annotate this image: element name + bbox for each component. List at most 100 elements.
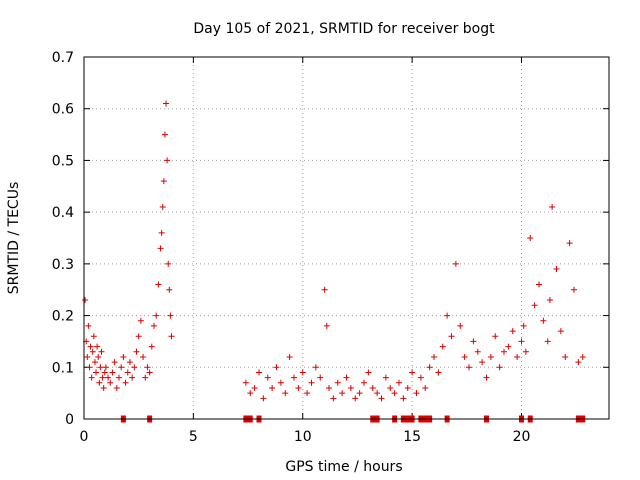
data-point <box>518 338 525 345</box>
data-point <box>536 281 542 288</box>
data-point <box>304 390 311 397</box>
data-point <box>544 338 551 345</box>
data-point <box>291 374 297 381</box>
data-point <box>520 322 527 329</box>
data-point <box>546 297 553 304</box>
data-point <box>94 343 101 350</box>
data-point <box>122 379 129 386</box>
data-point <box>448 333 455 340</box>
data-point <box>282 390 289 397</box>
data-point <box>522 348 529 355</box>
data-point <box>129 374 136 381</box>
data-point <box>105 374 112 381</box>
y-tick-label: 0 <box>65 412 74 428</box>
data-point <box>579 353 586 360</box>
data-point <box>91 359 98 366</box>
data-point <box>126 359 133 366</box>
data-point <box>120 353 127 360</box>
data-point <box>426 364 433 371</box>
data-point <box>87 343 94 350</box>
data-point <box>98 348 105 355</box>
data-point <box>88 374 95 381</box>
chart-title: Day 105 of 2021, SRMTID for receiver bog… <box>193 21 495 37</box>
data-point <box>413 390 420 397</box>
data-point <box>86 364 93 371</box>
x-tick-label: 20 <box>513 429 531 445</box>
data-point <box>466 364 472 371</box>
data-point <box>116 374 122 381</box>
data-point <box>118 364 125 371</box>
data-point <box>382 374 389 381</box>
data-point <box>334 379 341 386</box>
data-point <box>295 384 302 391</box>
data-point <box>323 322 330 329</box>
data-point <box>96 379 103 386</box>
data-point <box>269 384 276 391</box>
data-point <box>160 178 167 185</box>
data-point <box>326 384 332 391</box>
data-point <box>157 245 164 252</box>
data-point <box>93 369 100 376</box>
data-point <box>483 374 490 381</box>
data-point <box>461 353 468 360</box>
data-point <box>140 353 147 360</box>
data-point <box>260 395 267 402</box>
data-point <box>527 235 534 241</box>
data-point <box>82 297 89 304</box>
data-point <box>531 302 538 309</box>
data-point <box>435 369 442 376</box>
grid-layer <box>84 57 609 419</box>
data-point <box>562 353 569 360</box>
data-point <box>496 364 503 371</box>
data-point <box>347 384 354 391</box>
data-point <box>321 286 328 293</box>
data-point <box>374 390 381 397</box>
data-point <box>369 384 376 391</box>
data-point <box>90 333 97 340</box>
data-point <box>159 203 166 210</box>
data-point <box>404 384 411 391</box>
data-point <box>356 390 363 397</box>
data-point <box>97 364 104 371</box>
data-point <box>387 384 394 391</box>
data-point <box>107 379 114 386</box>
data-point <box>514 353 521 360</box>
data-point <box>308 379 315 386</box>
data-point <box>566 240 573 247</box>
y-tick-label: 0.5 <box>52 153 74 169</box>
data-point <box>549 203 556 210</box>
data-point <box>168 333 175 340</box>
data-point <box>111 359 118 366</box>
data-point <box>264 374 271 381</box>
data-point <box>575 359 582 366</box>
data-point <box>102 364 109 371</box>
data-point <box>422 384 429 391</box>
data-point <box>557 328 564 335</box>
data-point <box>487 353 494 360</box>
data-point <box>251 384 258 391</box>
y-axis-label: SRMTID / TECUs <box>6 182 22 295</box>
data-point <box>352 395 359 402</box>
data-point <box>492 333 499 340</box>
data-point <box>142 374 149 381</box>
data-point <box>167 312 174 319</box>
x-tick-label: 15 <box>403 429 421 445</box>
data-point <box>391 390 398 397</box>
y-tick-label: 0.2 <box>52 309 74 325</box>
data-point <box>571 286 577 293</box>
y-tick-label: 0.1 <box>52 360 74 376</box>
y-tick-label: 0.3 <box>52 257 74 273</box>
data-point <box>409 369 416 376</box>
data-point <box>135 333 142 340</box>
data-point <box>509 328 516 335</box>
data-point <box>343 374 350 381</box>
data-point <box>242 379 249 386</box>
data-point <box>133 348 140 355</box>
x-tick-label: 0 <box>80 429 89 445</box>
data-point <box>361 379 367 386</box>
data-point <box>163 100 170 107</box>
tick-layer: 0 0.1 0.2 0.3 0.4 0.5 0.6 0.7 0 5 10 15 20 <box>52 50 609 445</box>
data-point <box>85 322 92 329</box>
data-point <box>286 353 293 360</box>
data-point <box>452 260 459 267</box>
